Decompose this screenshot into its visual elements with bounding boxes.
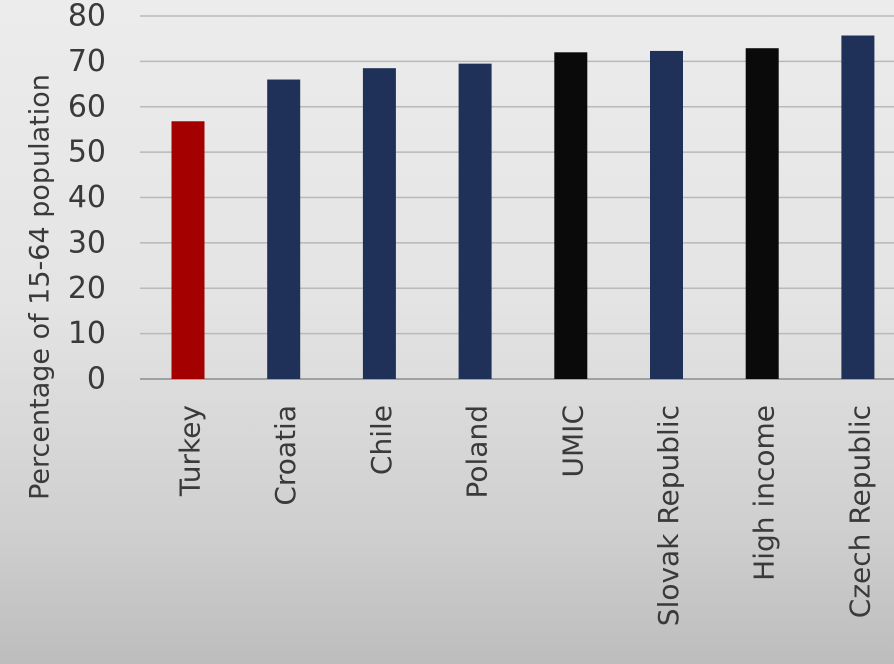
x-axis-labels: Turkey Croatia Chile Poland UMIC Slovak Repub… xyxy=(174,405,877,626)
bars xyxy=(171,35,875,380)
y-tick-label: 60 xyxy=(68,89,106,124)
bar-turkey xyxy=(171,121,205,380)
y-tick-label: 20 xyxy=(68,271,106,306)
y-tick-label: 80 xyxy=(68,0,106,34)
y-tick-label: 10 xyxy=(68,316,106,351)
y-axis-ticks: 0 10 20 30 40 50 60 70 80 xyxy=(68,0,106,397)
bar-slovak-republic xyxy=(650,50,683,379)
bar-poland xyxy=(458,63,492,380)
x-tick-label: Poland xyxy=(461,405,494,498)
x-tick-label: High income xyxy=(748,405,781,581)
y-tick-label: 50 xyxy=(68,135,106,170)
x-tick-label: Slovak Republic xyxy=(652,405,685,626)
x-tick-label: Turkey xyxy=(174,405,207,497)
bar-croatia xyxy=(267,79,301,380)
bar-czech-republic xyxy=(841,35,875,379)
x-tick-label: Croatia xyxy=(269,405,302,506)
y-tick-label: 30 xyxy=(68,225,106,260)
gridlines xyxy=(140,15,894,380)
bar-chile xyxy=(362,68,396,380)
x-tick-label: UMIC xyxy=(556,405,589,477)
bar-high-income xyxy=(745,48,779,380)
x-tick-label: Chile xyxy=(365,405,398,475)
y-tick-label: 40 xyxy=(68,180,106,215)
y-tick-label: 0 xyxy=(87,362,106,397)
bar-umic xyxy=(554,52,588,380)
x-tick-label: Czech Republic xyxy=(843,405,876,618)
y-axis-title: Percentage of 15-64 population xyxy=(25,74,56,500)
y-tick-label: 70 xyxy=(68,44,106,79)
